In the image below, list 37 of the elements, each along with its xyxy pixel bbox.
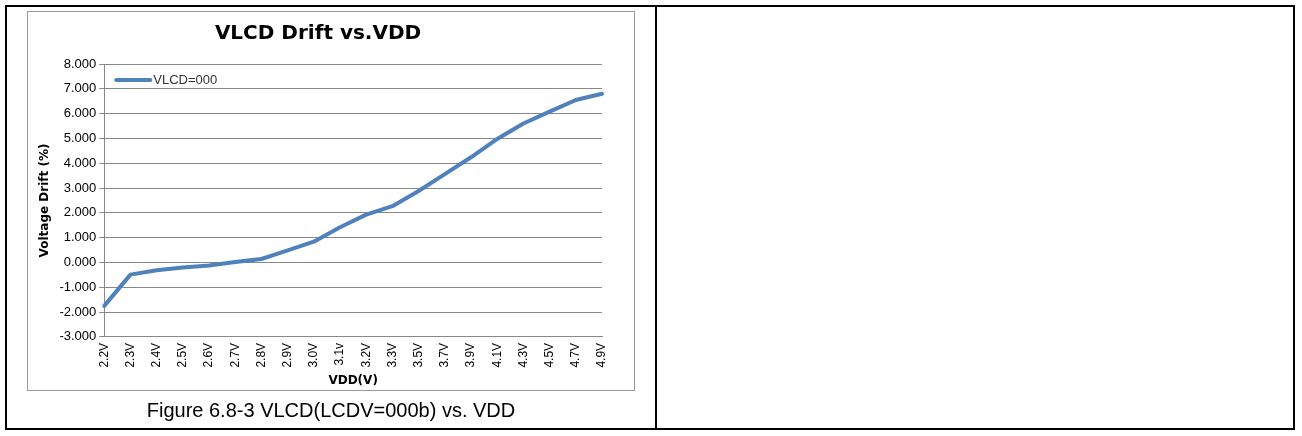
chart-title: VLCD Drift vs.VDD: [214, 20, 422, 45]
x-tick-label: 2.2V: [96, 342, 111, 368]
y-tick-label: 4.000: [63, 154, 97, 170]
x-tick-label: 2.6V: [201, 342, 216, 368]
x-tick-label: 3.3V: [384, 342, 399, 368]
legend-label: VLCD=000: [153, 71, 218, 87]
x-tick-label: 2.8V: [253, 342, 268, 368]
y-tick-label: 5.000: [63, 130, 97, 146]
x-tick-label: 3.2V: [358, 342, 373, 368]
x-tick-label: 2.3V: [122, 342, 137, 368]
x-tick-label: 3.1v: [332, 342, 347, 366]
x-tick-label: 4.1V: [489, 342, 504, 368]
y-tick-label: -2.000: [59, 303, 97, 319]
caption: Figure 6.8-3 VLCD(LCDV=000b) vs. VDD: [145, 399, 517, 422]
x-tick-label: 2.7V: [227, 342, 242, 368]
y-tick-label: 6.000: [63, 105, 97, 121]
x-tick-label: 2.4V: [148, 342, 163, 368]
x-tick-label: 4.7V: [568, 342, 583, 368]
x-axis-title: VDD(V): [328, 372, 378, 387]
y-tick-label: 7.000: [63, 80, 97, 96]
x-tick-label: 3.7V: [437, 342, 452, 368]
x-tick-label: 3.9V: [463, 342, 478, 368]
y-tick-label: 2.000: [63, 204, 97, 220]
x-tick-label: 4.3V: [515, 342, 530, 368]
y-tick-label: 0.000: [63, 254, 97, 270]
y-tick-label: 3.000: [63, 179, 97, 195]
x-tick-label: 2.9V: [279, 342, 294, 368]
x-tick-label: 4.5V: [541, 342, 556, 368]
y-tick-label: 8.000: [63, 55, 97, 71]
x-tick-label: 3.0V: [306, 342, 321, 368]
x-tick-label: 2.5V: [175, 342, 190, 368]
y-tick-label: -1.000: [59, 278, 97, 294]
x-tick-label: 4.9V: [594, 342, 609, 368]
y-tick-label: 1.000: [63, 229, 97, 245]
x-tick-label: 3.5V: [410, 342, 425, 368]
y-axis-title: Voltage Drift (%): [37, 143, 52, 258]
y-tick-label: -3.000: [59, 328, 97, 344]
